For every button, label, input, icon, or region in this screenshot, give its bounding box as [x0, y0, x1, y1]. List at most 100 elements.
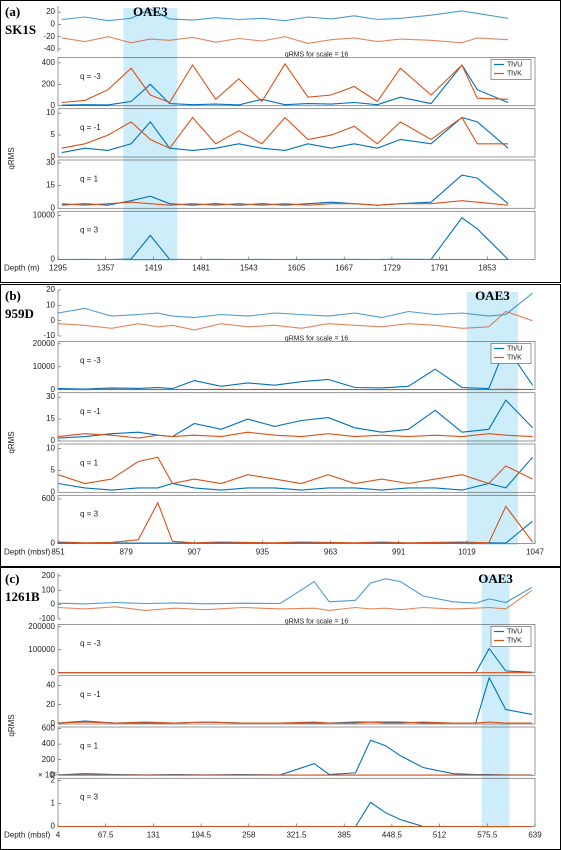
oae-band	[123, 8, 178, 261]
q-label: q = 3	[80, 226, 99, 235]
y-tick-label: 5	[51, 130, 56, 139]
legend-label: Th/K	[507, 354, 522, 361]
y-tick-label: 0	[51, 316, 56, 325]
series-line	[61, 116, 509, 149]
legend-label: Th/U	[507, 345, 522, 352]
y-tick-label: -100	[39, 614, 56, 623]
y-tick-label: 10	[46, 300, 55, 309]
x-tick-label: 1419	[145, 264, 163, 273]
series-line	[57, 310, 533, 331]
q-label: q = -1	[80, 123, 101, 132]
series-line	[57, 399, 533, 439]
series-line	[57, 456, 534, 491]
y-tick-label: 10	[46, 108, 55, 117]
y-tick-label: 10000	[33, 211, 56, 220]
legend-label: Th/K	[507, 70, 522, 77]
y-tick-label: 20000	[33, 339, 56, 348]
y-axis-label: qRMS	[7, 714, 16, 736]
x-tick-label: 4	[56, 831, 61, 840]
y-tick-label: 100	[42, 585, 56, 594]
y-tick-label: 30	[46, 158, 55, 167]
y-exponent: × 10⁶	[38, 770, 57, 779]
y-tick-label: 10000	[33, 362, 56, 371]
series-line	[57, 456, 533, 485]
subplot-frame	[57, 494, 536, 544]
y-tick-label: 0	[51, 822, 56, 831]
y-tick-label: 0	[51, 255, 56, 264]
x-tick-label: 1605	[288, 264, 306, 273]
oae-band	[466, 292, 518, 545]
q-label: q = 1	[80, 174, 99, 183]
subtitle: qRMS for scale = 16	[285, 618, 349, 625]
series-line	[57, 739, 532, 776]
y-tick-label: 600	[42, 724, 56, 733]
series-line	[61, 62, 509, 104]
y-tick-label: 2	[51, 776, 56, 785]
x-tick-label: 935	[256, 548, 270, 557]
series-line	[57, 676, 533, 724]
subplot-frame	[57, 108, 536, 158]
y-tick-label: 0	[51, 770, 56, 779]
oae-band	[481, 575, 510, 828]
subplot-frame	[57, 443, 536, 493]
y-tick-label: 0	[51, 385, 56, 394]
x-tick-label: 321.5	[286, 831, 307, 840]
x-tick-label: 258	[242, 831, 256, 840]
subplot-frame	[57, 777, 536, 827]
panel-label: (b)	[5, 288, 21, 303]
x-tick-label: 1357	[97, 264, 115, 273]
y-tick-label: 20	[46, 285, 55, 294]
subplot-frame	[57, 392, 536, 442]
oae-label: OAE3	[478, 571, 513, 586]
y-tick-label: 400	[42, 58, 56, 67]
series-line	[61, 64, 509, 106]
site-label: SK1S	[5, 22, 36, 37]
site-label: 959D	[5, 306, 34, 321]
q-label: q = 3	[80, 510, 99, 519]
legend-label: Th/U	[507, 61, 522, 68]
y-tick-label: 30	[46, 392, 55, 401]
series-line	[57, 344, 534, 390]
x-axis-label: Depth (mbsf)	[4, 831, 51, 840]
series-line	[57, 431, 533, 439]
y-axis-label: qRMS	[7, 147, 16, 169]
y-tick-label: 100000	[28, 645, 55, 654]
q-label: q = 1	[80, 458, 99, 467]
x-tick-label: 879	[119, 548, 133, 557]
x-tick-label: 448.5	[382, 831, 403, 840]
y-tick-label: 0	[51, 101, 56, 110]
subplot-frame	[57, 159, 536, 209]
x-tick-label: 1729	[383, 264, 401, 273]
series-line	[58, 801, 532, 828]
series-line	[57, 578, 533, 605]
y-tick-label: -40	[43, 44, 55, 53]
x-tick-label: 194.5	[191, 831, 212, 840]
series-line	[61, 200, 509, 206]
subplot-frame	[57, 624, 536, 674]
series-line	[57, 721, 532, 724]
x-tick-label: 1853	[478, 264, 496, 273]
oae-label: OAE3	[475, 288, 510, 303]
y-tick-label: 10	[46, 443, 55, 452]
panel-label: (a)	[5, 4, 20, 19]
x-tick-label: 851	[51, 548, 65, 557]
y-tick-label: -10	[43, 331, 55, 340]
x-tick-label: 1047	[526, 548, 544, 557]
x-tick-label: 1295	[49, 264, 67, 273]
x-axis-label: Depth (m)	[4, 264, 40, 273]
y-tick-label: 200	[42, 79, 56, 88]
y-tick-label: -20	[43, 32, 55, 41]
x-tick-label: 639	[528, 831, 542, 840]
site-label: 1261B	[5, 589, 40, 604]
y-tick-label: 0	[51, 203, 56, 212]
q-label: q = -1	[80, 690, 101, 699]
y-tick-label: 0	[51, 600, 56, 609]
y-tick-label: 40	[46, 681, 55, 690]
y-tick-label: 0	[51, 436, 56, 445]
y-tick-label: 200000	[28, 622, 55, 631]
series-line	[58, 520, 533, 544]
series-line	[57, 589, 533, 611]
x-tick-label: 67.5	[98, 831, 114, 840]
y-tick-label: 200	[42, 755, 56, 764]
x-tick-label: 385	[338, 831, 352, 840]
